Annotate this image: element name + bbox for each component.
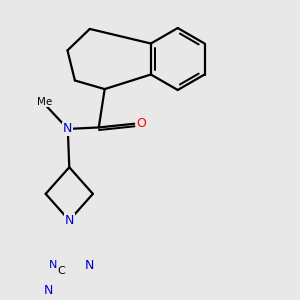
Text: C: C bbox=[57, 266, 65, 276]
Text: N: N bbox=[64, 214, 74, 227]
Text: N: N bbox=[49, 260, 58, 270]
Text: Me: Me bbox=[37, 97, 52, 106]
Text: O: O bbox=[136, 117, 146, 130]
Text: N: N bbox=[44, 284, 54, 297]
Text: N: N bbox=[85, 259, 94, 272]
Text: N: N bbox=[63, 122, 73, 135]
